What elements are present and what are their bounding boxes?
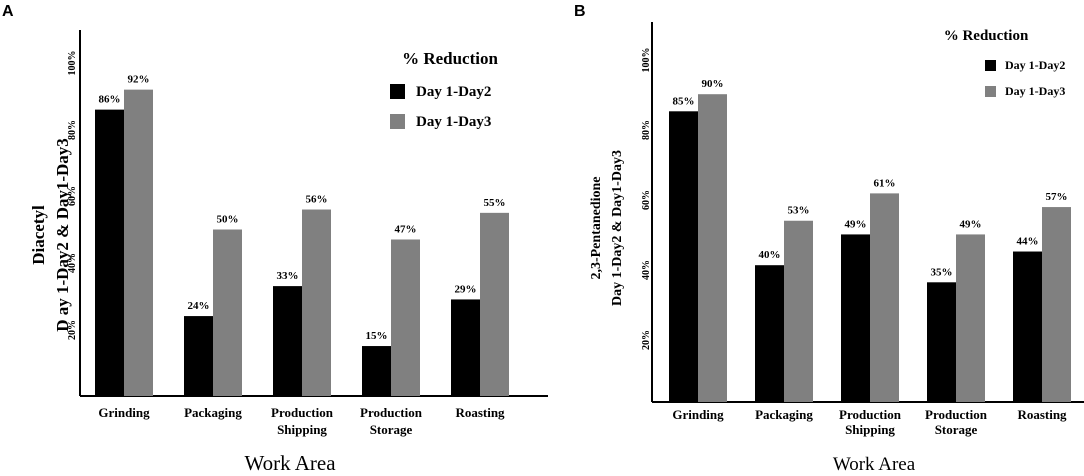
- bar-day1-day3: [213, 229, 242, 396]
- data-label: 40%: [759, 249, 781, 261]
- data-label: 29%: [455, 283, 477, 295]
- legend-label: Day 1-Day3: [416, 114, 491, 130]
- bar-day1-day2: [184, 316, 213, 396]
- legend-title: % Reduction: [402, 49, 498, 68]
- bar-day1-day3: [124, 89, 153, 396]
- x-axis-title: Work Area: [244, 451, 336, 475]
- bar-day1-day2: [755, 265, 784, 402]
- bar-day1-day3: [784, 220, 813, 402]
- x-tick-label: Production: [271, 405, 334, 420]
- data-label: 85%: [673, 95, 695, 107]
- x-tick-label: Roasting: [1017, 407, 1067, 422]
- bar-day1-day3: [480, 212, 509, 396]
- y-tick-label: 60%: [641, 190, 652, 210]
- panel-label: A: [2, 3, 14, 20]
- x-tick-label: Shipping: [845, 422, 895, 437]
- legend-swatch-day1-day3: [985, 86, 996, 97]
- y-tick-label: 80%: [641, 120, 652, 140]
- x-tick-label: Production: [360, 405, 423, 420]
- data-label: 15%: [366, 330, 388, 342]
- data-label: 24%: [188, 300, 210, 312]
- data-label: 33%: [277, 270, 299, 282]
- bar-day1-day2: [841, 234, 870, 402]
- bar-day1-day3: [1042, 207, 1071, 402]
- bar-day1-day2: [95, 109, 124, 397]
- y-tick-label: 20%: [67, 320, 78, 340]
- y-axis-title: Diacetyl: [29, 205, 48, 265]
- y-tick-label: 60%: [67, 186, 78, 206]
- y-tick-label: 40%: [641, 260, 652, 280]
- bar-day1-day2: [927, 282, 956, 402]
- data-label: 49%: [845, 218, 867, 230]
- data-label: 86%: [99, 94, 121, 106]
- x-axis-title: Work Area: [833, 454, 916, 475]
- data-label: 57%: [1046, 191, 1068, 203]
- y-tick-label: 40%: [67, 253, 78, 273]
- x-tick-label: Shipping: [277, 422, 327, 437]
- data-label: 53%: [788, 205, 810, 217]
- y-axis-title: Day 1-Day2 & Day1-Day3: [610, 150, 625, 306]
- bar-day1-day3: [698, 94, 727, 402]
- bar-day1-day2: [1013, 251, 1042, 402]
- x-tick-label: Storage: [370, 422, 413, 437]
- y-tick-label: 100%: [67, 51, 78, 76]
- y-tick-label: 20%: [641, 330, 652, 350]
- x-tick-label: Production: [925, 407, 988, 422]
- data-label: 55%: [484, 197, 506, 209]
- x-tick-label: Packaging: [755, 407, 813, 422]
- bar-day1-day3: [956, 234, 985, 402]
- x-tick-label: Grinding: [98, 405, 150, 420]
- x-tick-label: Grinding: [672, 407, 724, 422]
- legend-label: Day 1-Day2: [1005, 58, 1065, 72]
- data-label: 47%: [395, 223, 417, 235]
- data-label: 44%: [1017, 236, 1039, 248]
- data-label: 49%: [960, 218, 982, 230]
- data-label: 90%: [702, 78, 724, 90]
- x-tick-label: Roasting: [455, 405, 505, 420]
- data-label: 35%: [931, 266, 953, 278]
- y-axis-title: 2,3-Pentanedione: [589, 176, 604, 279]
- bar-day1-day2: [273, 286, 302, 396]
- data-label: 56%: [306, 194, 328, 206]
- data-label: 92%: [128, 74, 150, 86]
- legend-swatch-day1-day2: [390, 84, 405, 99]
- legend-title: % Reduction: [944, 28, 1029, 44]
- bar-day1-day3: [302, 209, 331, 396]
- y-tick-label: 100%: [641, 48, 652, 73]
- bar-day1-day2: [362, 346, 391, 396]
- x-tick-label: Packaging: [184, 405, 242, 420]
- legend-swatch-day1-day3: [390, 114, 405, 129]
- bar-day1-day3: [870, 193, 899, 402]
- legend-label: Day 1-Day2: [416, 84, 491, 100]
- data-label: 50%: [217, 214, 239, 226]
- x-tick-label: Production: [839, 407, 902, 422]
- legend-label: Day 1-Day3: [1005, 84, 1065, 98]
- bar-day1-day2: [451, 299, 480, 396]
- data-label: 61%: [874, 177, 896, 189]
- bar-day1-day3: [391, 239, 420, 396]
- panel-label: B: [574, 3, 586, 20]
- bar-day1-day2: [669, 111, 698, 403]
- y-tick-label: 80%: [67, 120, 78, 140]
- y-axis-title: D ay 1-Day2 & Day1-Day3: [53, 138, 72, 332]
- x-tick-label: Storage: [935, 422, 978, 437]
- legend-swatch-day1-day2: [985, 60, 996, 71]
